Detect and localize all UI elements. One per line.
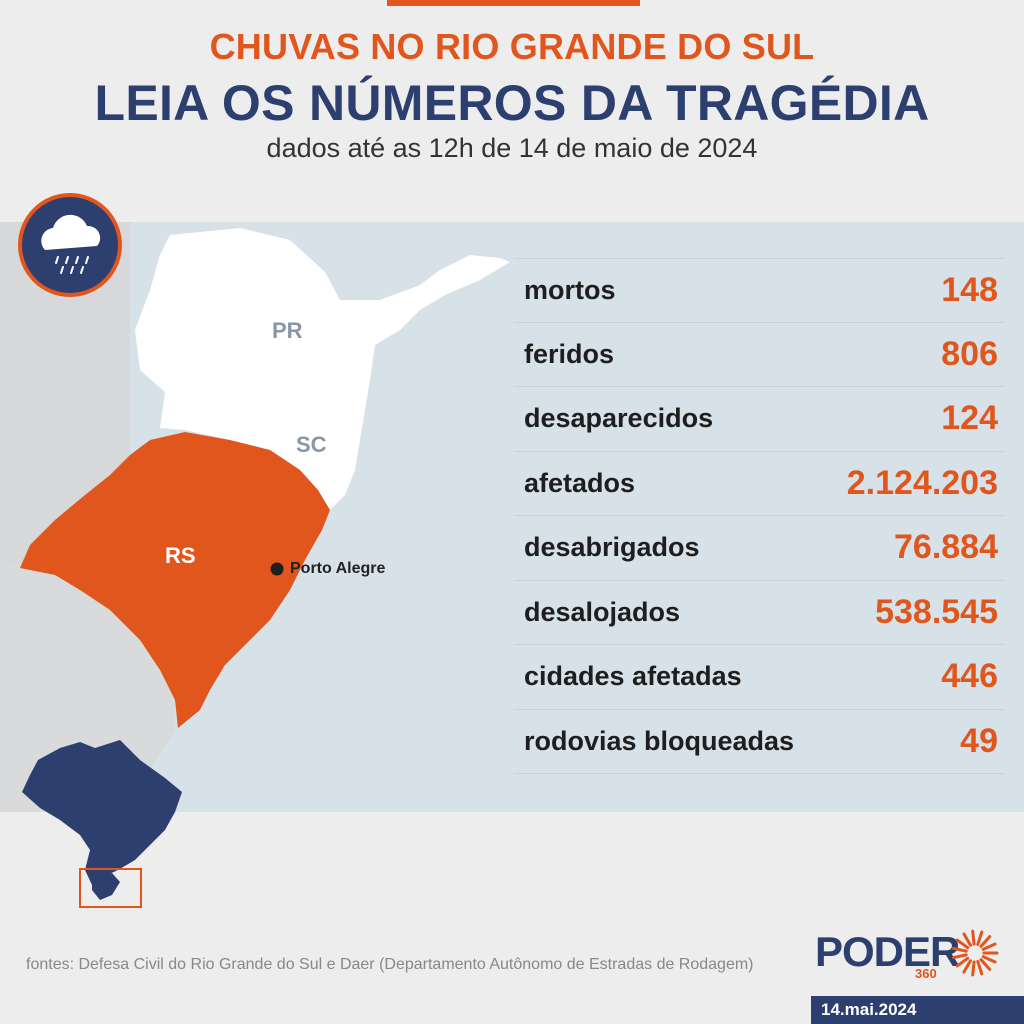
logo-text: PODER — [815, 928, 960, 975]
top-accent-bar — [387, 0, 640, 6]
date-badge: 14.mai.2024 — [811, 996, 1024, 1024]
stat-value: 49 — [960, 721, 998, 760]
rs-inset-shape — [92, 873, 120, 900]
porto-alegre-marker — [270, 562, 284, 576]
stat-value: 806 — [941, 334, 998, 373]
map-label-rs: RS — [165, 543, 196, 568]
stat-label: feridos — [524, 338, 615, 369]
stat-value: 76.884 — [894, 528, 998, 567]
page-title: LEIA OS NÚMEROS DA TRAGÉDIA — [94, 75, 930, 131]
map-label-pr: PR — [272, 318, 303, 343]
rain-cloud-icon — [18, 193, 122, 297]
kicker-title: CHUVAS NO RIO GRANDE DO SUL — [209, 26, 815, 67]
state-santa-catarina — [160, 345, 375, 510]
map-label-porto-alegre: Porto Alegre — [290, 560, 386, 577]
stat-row: desalojados 538.545 — [514, 581, 1004, 645]
state-rio-grande-do-sul — [20, 432, 330, 728]
logo-sub: 360 — [915, 966, 937, 981]
stat-value: 148 — [941, 270, 998, 309]
stat-label: desabrigados — [524, 532, 700, 563]
stat-row: mortos 148 — [514, 258, 1004, 323]
poder360-logo: PODER — [815, 928, 960, 976]
stat-value: 538.545 — [875, 592, 998, 631]
stats-table: mortos 148 feridos 806 desaparecidos 124… — [514, 258, 1004, 774]
stat-row: rodovias bloqueadas 49 — [514, 710, 1004, 774]
page-subtitle: dados até as 12h de 14 de maio de 2024 — [266, 133, 758, 163]
stat-row: cidades afetadas 446 — [514, 645, 1004, 710]
stat-row: feridos 806 — [514, 323, 1004, 387]
map-label-sc: SC — [296, 432, 327, 457]
rs-inset-highlight-box — [79, 868, 142, 908]
stat-value: 2.124.203 — [846, 463, 998, 502]
stat-value: 446 — [941, 657, 998, 696]
stat-value: 124 — [941, 399, 998, 438]
stat-label: mortos — [524, 274, 616, 305]
stat-label: desalojados — [524, 596, 681, 627]
stat-row: desabrigados 76.884 — [514, 516, 1004, 581]
brazil-inset-map — [22, 740, 182, 885]
stat-row: desaparecidos 124 — [514, 387, 1004, 452]
stat-row: afetados 2.124.203 — [514, 452, 1004, 516]
stat-label: rodovias bloqueadas — [524, 725, 795, 756]
stat-label: desaparecidos — [524, 403, 714, 434]
sunburst-logo-icon — [951, 929, 999, 977]
stat-label: cidades afetadas — [524, 661, 742, 692]
stat-label: afetados — [524, 467, 636, 498]
state-parana — [135, 228, 510, 392]
source-note: fontes: Defesa Civil do Rio Grande do Su… — [26, 956, 754, 973]
